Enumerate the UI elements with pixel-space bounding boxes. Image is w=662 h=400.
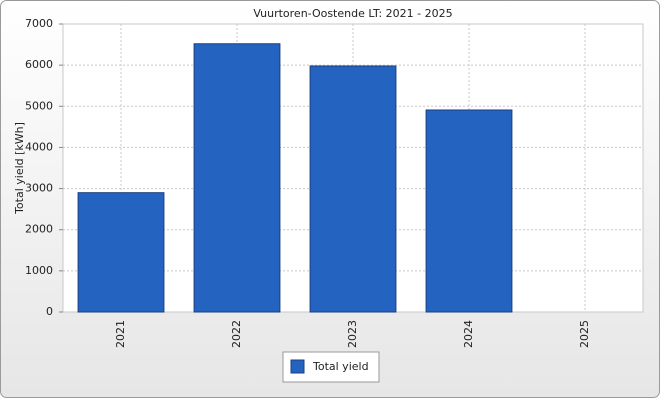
x-tick-label: 2022 — [230, 320, 243, 348]
bar — [193, 43, 281, 313]
legend-swatch — [290, 359, 305, 374]
chart-title: Vuurtoren-Oostende LT: 2021 - 2025 — [253, 7, 452, 20]
bar — [77, 192, 165, 313]
y-tick-label: 4000 — [25, 140, 53, 153]
x-tick-label: 2023 — [346, 320, 359, 348]
x-tick-label: 2025 — [578, 320, 591, 348]
y-tick-label: 6000 — [25, 58, 53, 71]
x-tick-label: 2021 — [114, 320, 127, 348]
y-tick-label: 7000 — [25, 17, 53, 30]
y-axis-label: Total yield [kWh] — [13, 122, 26, 215]
x-tick-label: 2024 — [462, 320, 475, 348]
y-tick-label: 1000 — [25, 264, 53, 277]
bar — [425, 109, 513, 313]
y-tick-label: 0 — [46, 305, 53, 318]
y-tick-label: 3000 — [25, 182, 53, 195]
bar — [309, 65, 397, 313]
y-tick-label: 2000 — [25, 223, 53, 236]
legend-label: Total yield — [312, 360, 369, 373]
y-tick-label: 5000 — [25, 99, 53, 112]
